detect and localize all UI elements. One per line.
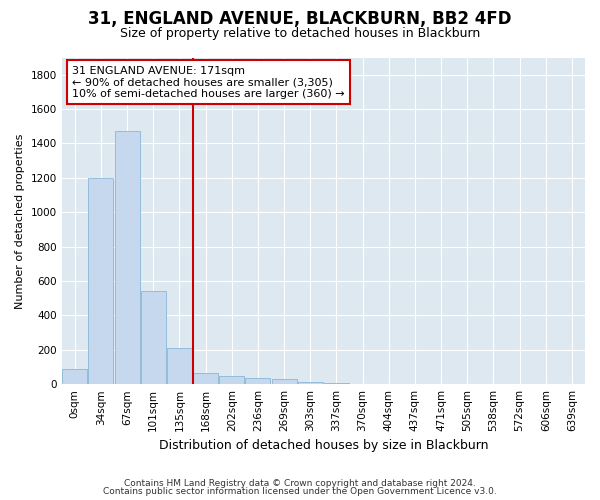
Bar [298,382,323,384]
Text: 31 ENGLAND AVENUE: 171sqm
← 90% of detached houses are smaller (3,305)
10% of se: 31 ENGLAND AVENUE: 171sqm ← 90% of detac… [72,66,345,99]
Bar [141,292,166,384]
Text: Contains HM Land Registry data © Crown copyright and database right 2024.: Contains HM Land Registry data © Crown c… [124,478,476,488]
Bar [220,376,244,384]
Bar [115,132,140,384]
Bar [88,178,113,384]
Text: Contains public sector information licensed under the Open Government Licence v3: Contains public sector information licen… [103,487,497,496]
Bar [245,378,271,384]
Bar [167,348,192,384]
Text: Size of property relative to detached houses in Blackburn: Size of property relative to detached ho… [120,28,480,40]
Bar [272,380,296,384]
X-axis label: Distribution of detached houses by size in Blackburn: Distribution of detached houses by size … [158,440,488,452]
Text: 31, ENGLAND AVENUE, BLACKBURN, BB2 4FD: 31, ENGLAND AVENUE, BLACKBURN, BB2 4FD [88,10,512,28]
Bar [62,368,87,384]
Bar [193,373,218,384]
Y-axis label: Number of detached properties: Number of detached properties [15,133,25,308]
